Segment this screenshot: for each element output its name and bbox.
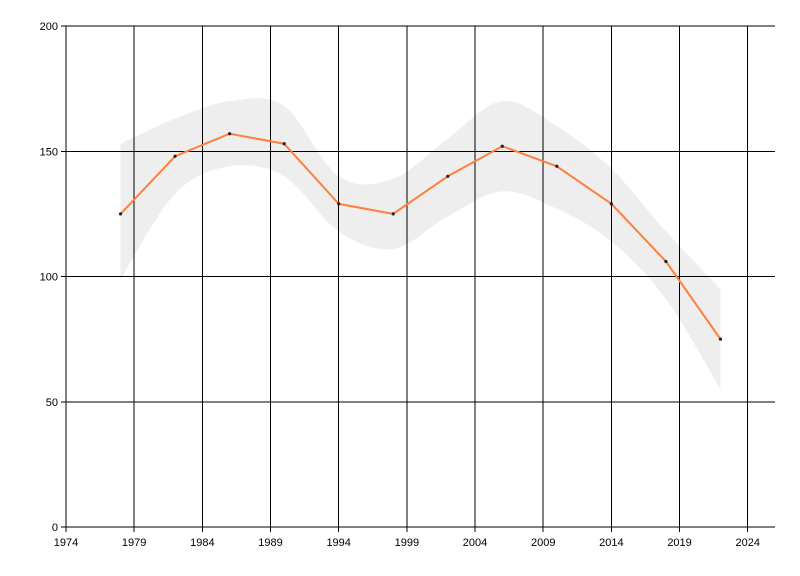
data-point [555, 164, 559, 168]
x-tick-label: 1974 [54, 537, 78, 549]
series-point-layer [118, 132, 723, 341]
x-tick-label: 1984 [190, 537, 214, 549]
series-line [119, 132, 722, 340]
x-tick-label: 2019 [667, 537, 691, 549]
data-point [337, 202, 341, 206]
data-point [718, 337, 723, 341]
series-line-layer [119, 132, 722, 340]
data-point [228, 132, 232, 136]
y-tick-label: 100 [40, 272, 58, 284]
data-point [500, 144, 504, 148]
y-tick-label: 150 [40, 146, 58, 158]
confidence-band [120, 98, 721, 390]
data-point [391, 212, 395, 216]
y-tick-label: 50 [46, 397, 58, 409]
x-tick-label: 2024 [735, 537, 759, 549]
data-point [664, 259, 668, 264]
y-tick-label: 200 [40, 21, 58, 33]
x-tick-label: 2009 [531, 537, 555, 549]
y-tick-label: 0 [52, 522, 58, 534]
x-tick-label: 1989 [258, 537, 282, 549]
x-tick-label: 2014 [599, 537, 623, 549]
data-point [446, 174, 450, 178]
axis-layer [61, 25, 775, 532]
x-tick-label: 1979 [122, 537, 146, 549]
data-point [609, 202, 613, 206]
data-point [173, 154, 177, 158]
grid-layer [65, 25, 775, 528]
x-tick-label: 1994 [326, 537, 350, 549]
tick-label-layer: 1974 1979 1984 1989 1994 1999 2004 2009 2014 2019… [40, 21, 760, 549]
data-point [118, 212, 123, 216]
confidence-band-layer [120, 98, 721, 390]
data-point [282, 142, 286, 146]
x-tick-label: 2004 [463, 537, 487, 549]
x-tick-label: 1999 [395, 537, 419, 549]
